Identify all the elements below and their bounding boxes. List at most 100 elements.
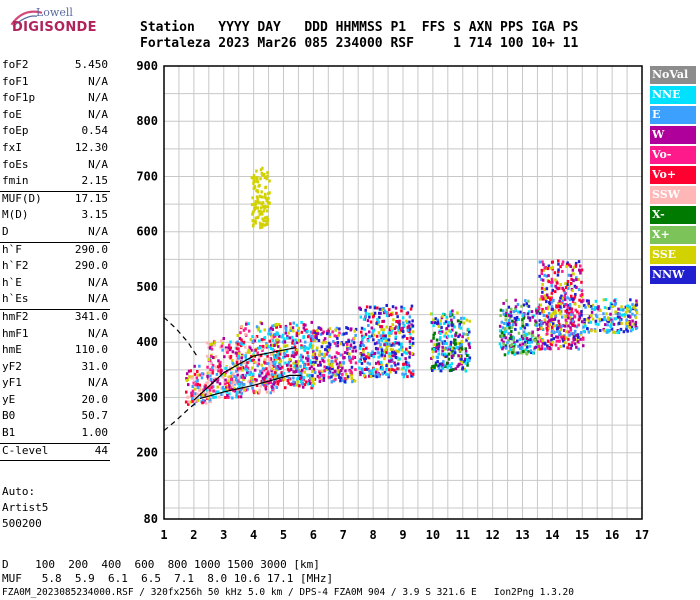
echo-point	[300, 358, 303, 362]
echo-point	[342, 361, 345, 365]
echo-point	[624, 312, 627, 316]
echo-point	[349, 343, 353, 347]
echo-point	[352, 346, 355, 350]
echo-point	[383, 357, 386, 361]
echo-point	[220, 339, 223, 343]
parameter-name: B1	[2, 426, 16, 440]
echo-point	[249, 359, 252, 363]
echo-point	[606, 328, 609, 332]
echo-point	[219, 345, 222, 349]
echo-point	[440, 365, 444, 369]
echo-point	[564, 318, 568, 322]
echo-point	[316, 374, 320, 378]
echo-point	[574, 308, 577, 312]
echo-point	[378, 375, 381, 378]
echo-point	[578, 298, 581, 302]
echo-point	[560, 335, 563, 339]
echo-point	[295, 370, 298, 373]
echo-point	[269, 357, 272, 361]
echo-point	[277, 379, 280, 383]
echo-point	[554, 309, 557, 313]
echo-point	[285, 349, 289, 353]
echo-point	[211, 371, 214, 375]
echo-point	[439, 319, 442, 323]
echo-point	[334, 328, 337, 332]
echo-point	[303, 370, 306, 374]
echo-point	[314, 356, 318, 360]
echo-point	[510, 326, 514, 330]
echo-point	[250, 176, 254, 180]
echo-point	[226, 395, 230, 399]
echo-point	[594, 306, 597, 309]
echo-point	[431, 365, 434, 369]
echo-point	[208, 377, 211, 381]
echo-point	[557, 319, 560, 323]
echo-point	[311, 380, 315, 384]
echo-point	[514, 320, 518, 324]
echo-point	[276, 338, 279, 342]
echo-point	[303, 383, 307, 387]
echo-point	[561, 298, 564, 302]
echo-point	[567, 311, 571, 315]
echo-point	[459, 342, 462, 346]
echo-point	[250, 348, 253, 352]
echo-point	[382, 328, 386, 332]
echo-point	[255, 325, 259, 329]
echo-point	[380, 348, 384, 352]
echo-point	[517, 318, 520, 321]
parameter-value: N/A	[88, 376, 108, 390]
echo-point	[251, 196, 254, 200]
echo-point	[217, 359, 220, 363]
echo-point	[389, 370, 392, 374]
echo-point	[265, 344, 269, 348]
legend-item-x: X+	[650, 226, 696, 244]
echo-point	[450, 334, 454, 338]
echo-point	[542, 263, 545, 267]
echo-point	[456, 311, 459, 315]
echo-point	[444, 352, 447, 356]
echo-point	[244, 332, 247, 336]
echo-point	[258, 183, 261, 187]
echo-point	[450, 320, 454, 324]
echo-point	[263, 173, 266, 176]
echo-point	[329, 343, 332, 347]
echo-point	[378, 307, 382, 311]
echo-point	[328, 335, 332, 338]
echo-point	[567, 330, 571, 334]
echo-point	[405, 312, 409, 316]
echo-point	[614, 310, 617, 314]
echo-point	[561, 315, 564, 319]
echo-point	[249, 377, 253, 381]
echo-point	[624, 310, 628, 314]
parameter-value: 12.30	[74, 140, 108, 154]
echo-point	[290, 354, 294, 358]
echo-point	[326, 349, 329, 353]
echo-point	[339, 369, 343, 373]
x-tick-label: 9	[399, 528, 406, 542]
echo-point	[635, 299, 638, 303]
echo-point	[452, 353, 455, 357]
echo-point	[403, 334, 406, 338]
echo-point	[222, 373, 226, 376]
parameter-value: N/A	[88, 292, 108, 306]
echo-point	[322, 376, 326, 380]
echo-point	[502, 342, 505, 346]
echo-point	[256, 180, 260, 184]
echo-point	[507, 305, 511, 309]
echo-point	[261, 173, 264, 177]
echo-point	[506, 339, 510, 342]
echo-point	[454, 342, 458, 346]
echo-point	[601, 318, 604, 322]
echo-point	[570, 277, 573, 281]
echo-point	[550, 284, 553, 288]
echo-point	[374, 346, 378, 350]
echo-point	[512, 310, 516, 314]
echo-point	[228, 348, 232, 352]
echo-point	[293, 345, 297, 349]
echo-point	[567, 337, 570, 341]
echo-point	[398, 322, 401, 326]
echo-point	[430, 366, 433, 370]
echo-point	[244, 345, 247, 349]
echo-point	[248, 373, 251, 376]
echo-point	[402, 306, 406, 310]
